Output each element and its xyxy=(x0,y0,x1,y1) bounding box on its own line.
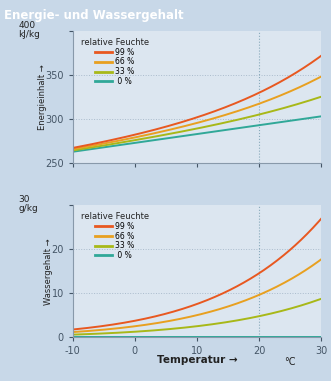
Text: Temperatur →: Temperatur → xyxy=(157,355,237,365)
Legend: 99 %, 66 %, 33 %,  0 %: 99 %, 66 %, 33 %, 0 % xyxy=(79,210,150,262)
Text: Energie- und Wassergehalt: Energie- und Wassergehalt xyxy=(4,10,184,22)
Text: °C: °C xyxy=(284,357,296,367)
Legend: 99 %, 66 %, 33 %,  0 %: 99 %, 66 %, 33 %, 0 % xyxy=(79,36,150,88)
Text: 30
g/kg: 30 g/kg xyxy=(18,195,38,213)
Text: 400
kJ/kg: 400 kJ/kg xyxy=(18,21,40,39)
Y-axis label: Energieinhalt →: Energieinhalt → xyxy=(38,64,47,130)
Y-axis label: Wassergehalt →: Wassergehalt → xyxy=(44,238,53,304)
